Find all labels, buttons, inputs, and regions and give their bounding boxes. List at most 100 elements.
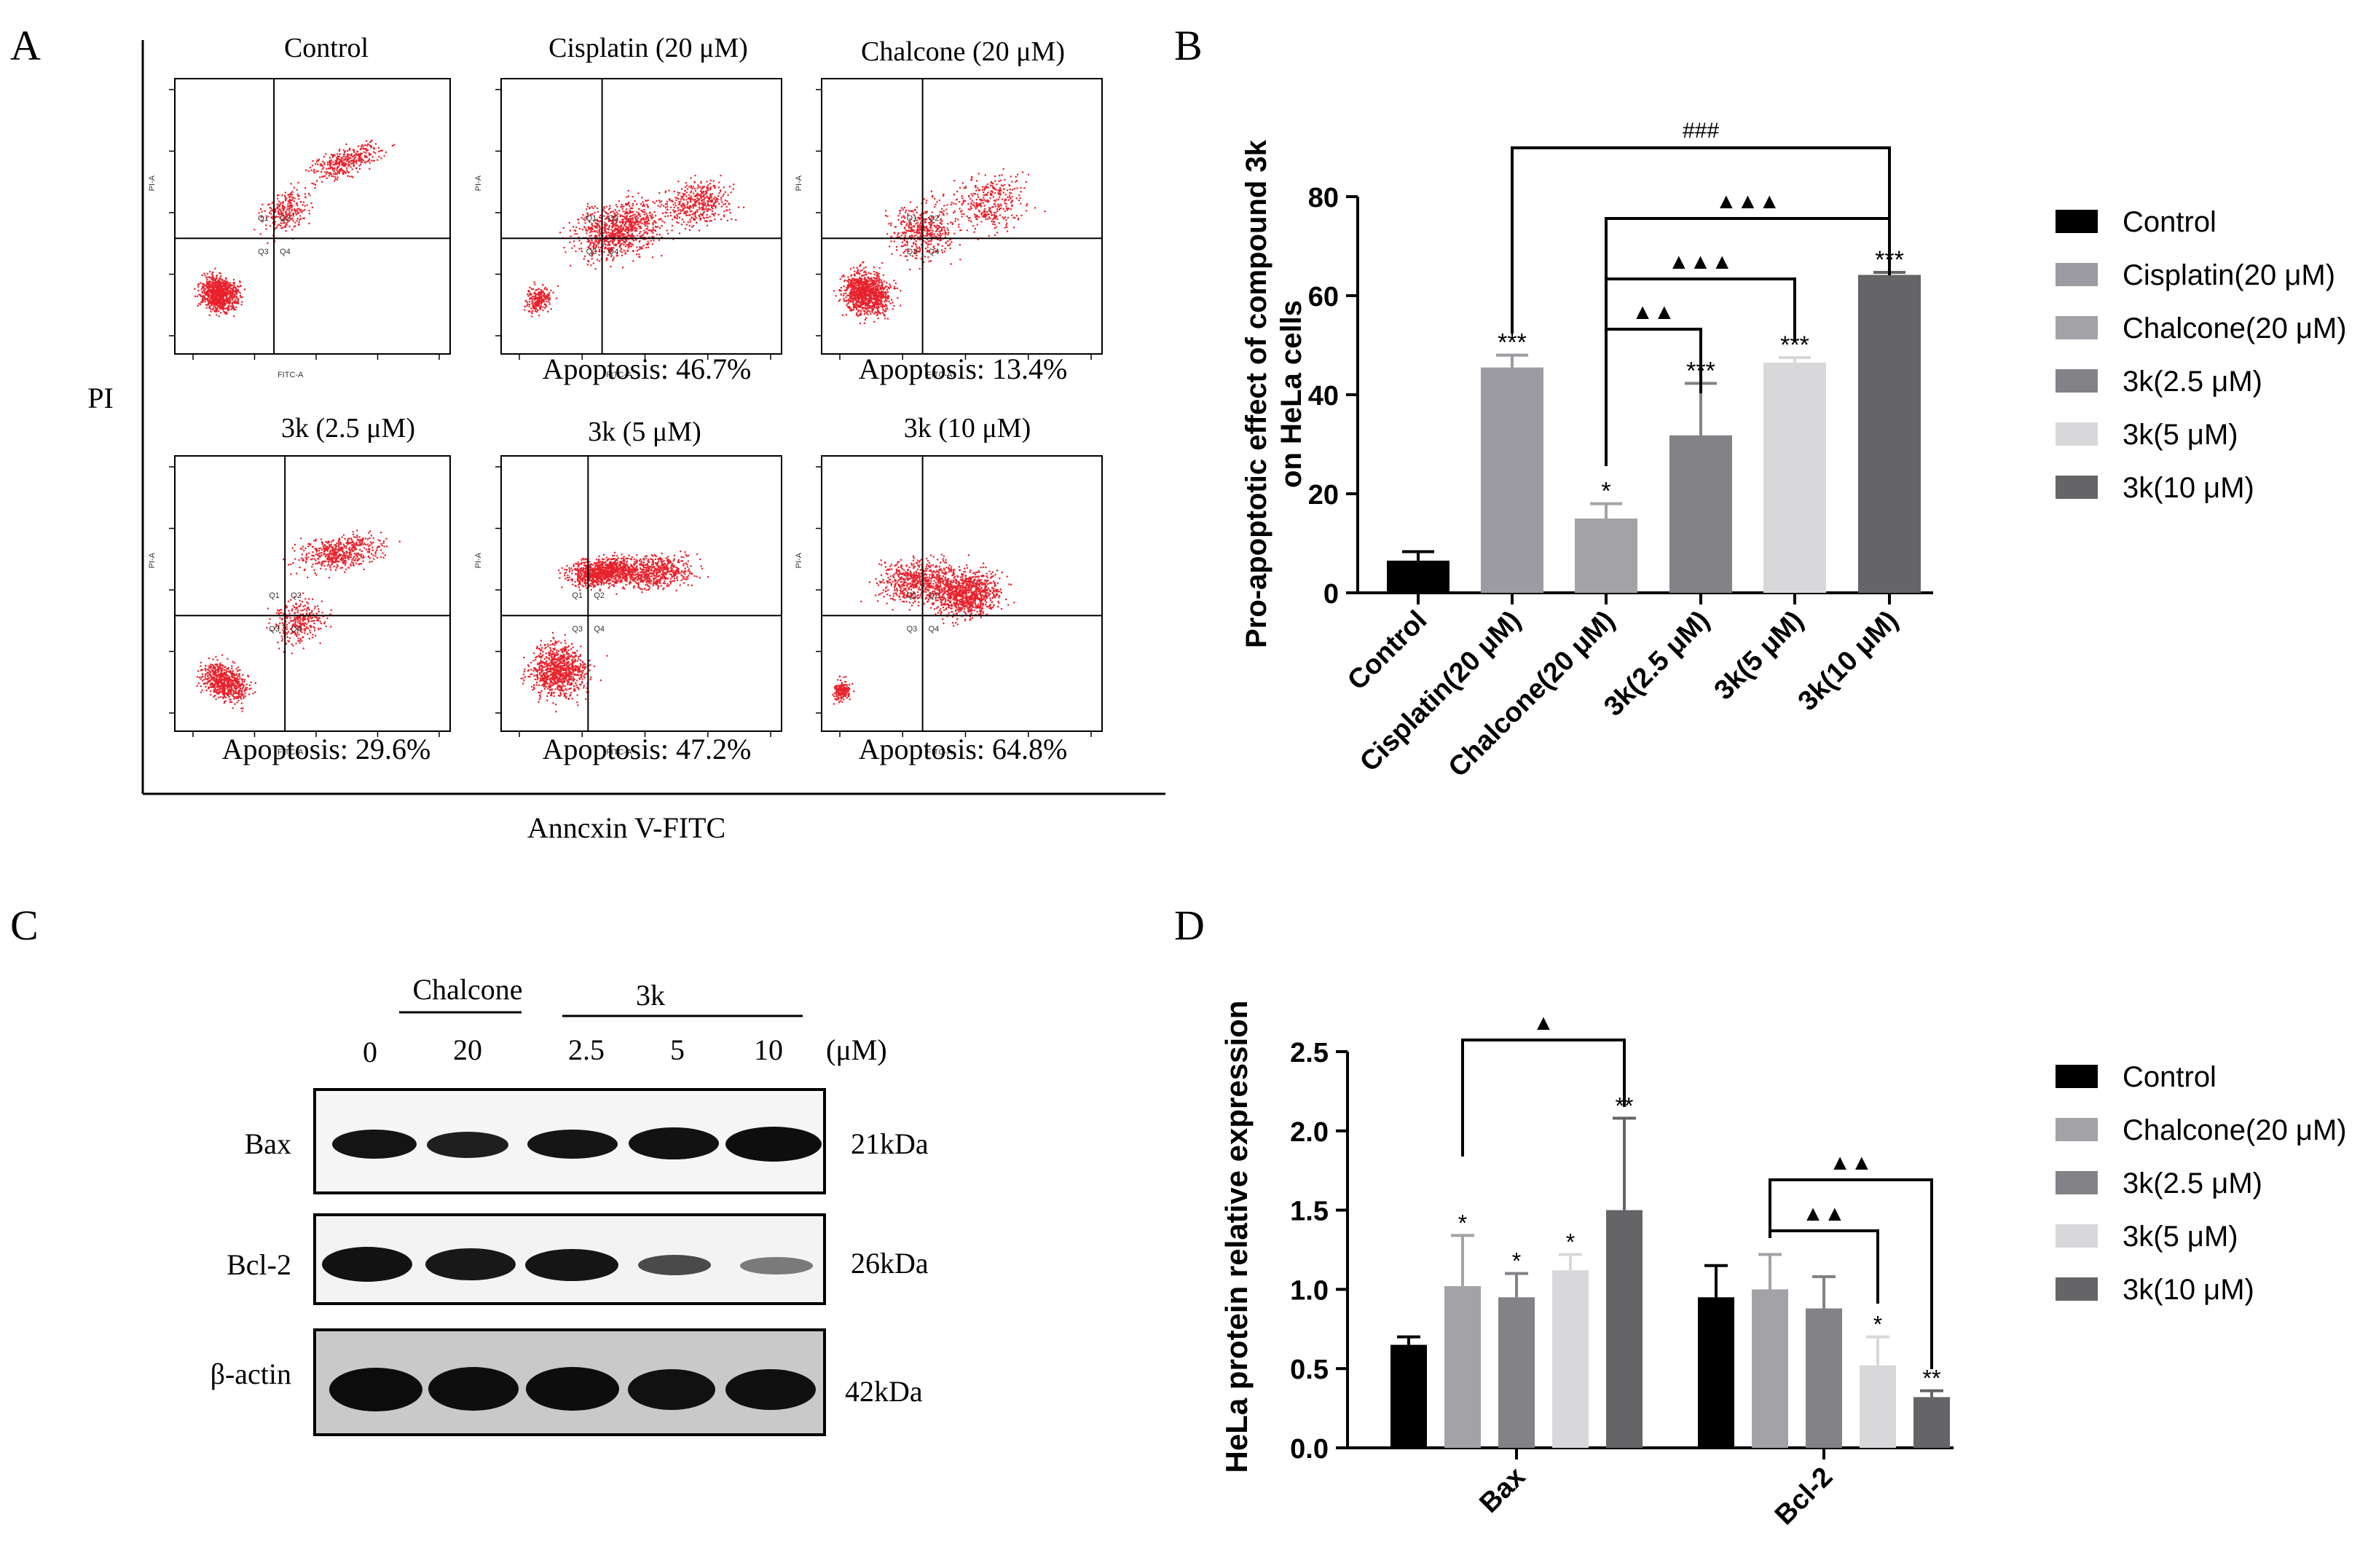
flow-dot	[639, 227, 641, 229]
flow-dot	[681, 218, 683, 221]
flow-dot	[229, 293, 232, 295]
flow-dot	[232, 301, 235, 304]
flow-dot	[893, 287, 895, 290]
flow-dot	[591, 213, 593, 216]
flow-dot	[535, 289, 537, 291]
flow-dot	[619, 226, 621, 228]
flow-dot	[201, 291, 203, 293]
flow-dot	[527, 293, 529, 296]
flow-dot	[542, 306, 544, 308]
flow-dot	[536, 304, 538, 306]
flow-dot	[202, 289, 205, 291]
flow-dot	[312, 160, 314, 162]
flow-dot	[710, 220, 712, 222]
flow-dot	[231, 307, 234, 309]
flow-dot	[861, 269, 863, 271]
flow-dot	[882, 291, 884, 293]
flow-dot	[967, 203, 969, 205]
flow-dot	[602, 232, 605, 235]
flow-dot	[209, 277, 211, 279]
flow-dot	[969, 197, 972, 200]
flow-dot	[925, 212, 927, 214]
flow-dot	[633, 240, 635, 242]
flow-dot	[646, 225, 649, 228]
flow-dot	[938, 226, 940, 228]
flow-dot	[865, 298, 868, 300]
flow-dot	[978, 204, 980, 206]
flow-dot	[860, 304, 862, 307]
flow-dot	[615, 244, 617, 246]
flow-dot	[531, 300, 533, 302]
flow-dot	[906, 244, 908, 246]
flow-dot	[998, 194, 1000, 196]
flow-dot	[883, 296, 885, 299]
flow-dot	[915, 250, 918, 252]
flow-dot	[848, 294, 850, 296]
flow-dot	[927, 233, 929, 235]
flow-dot	[353, 154, 355, 157]
flow-dot	[680, 195, 682, 197]
flow-dot	[538, 302, 540, 304]
flow-dot	[300, 208, 302, 210]
flow-dot	[639, 215, 641, 217]
flow-dot	[611, 233, 613, 235]
flow-plot-dots	[833, 168, 1046, 325]
flow-dot	[859, 264, 862, 266]
flow-dot	[230, 284, 232, 286]
flow-dot	[225, 292, 227, 295]
flow-dot	[933, 221, 935, 224]
flow-dot	[212, 303, 214, 305]
flow-dot	[848, 281, 850, 284]
flow-dot	[282, 202, 284, 204]
flow-dot	[913, 251, 916, 254]
flow-dot	[621, 233, 623, 235]
flow-dot	[847, 306, 849, 308]
flow-dot	[997, 205, 999, 208]
flow-dot	[334, 159, 337, 162]
flow-dot	[860, 299, 862, 301]
flow-dot	[357, 145, 360, 147]
flow-dot	[283, 221, 286, 224]
flow-dot	[968, 196, 970, 198]
flow-dot	[941, 227, 943, 229]
flow-dot	[672, 238, 674, 240]
flow-dot	[526, 302, 528, 304]
flow-dot	[608, 224, 610, 227]
flow-dot	[924, 221, 926, 224]
flow-dot	[225, 295, 228, 297]
flow-dot	[985, 185, 987, 187]
flow-dot	[705, 197, 707, 199]
flow-dot	[961, 202, 964, 205]
flow-dot	[990, 192, 992, 194]
flow-dot	[586, 232, 588, 235]
flow-dot	[542, 290, 544, 292]
flow-dot	[717, 198, 719, 200]
flow-dot	[860, 303, 862, 305]
flow-dot	[218, 280, 220, 282]
flow-dot	[919, 235, 921, 237]
flow-dot	[909, 218, 911, 220]
flow-dot	[291, 218, 294, 220]
flow-dot	[852, 290, 854, 293]
flow-dot	[618, 242, 620, 244]
flow-dot	[619, 232, 621, 235]
flow-dot	[897, 218, 900, 221]
flow-dot	[876, 300, 878, 302]
flow-dot	[206, 272, 208, 275]
flow-dot	[859, 296, 861, 299]
flow-dot	[994, 224, 996, 226]
flow-dot	[1009, 185, 1011, 187]
flow-dot	[981, 200, 983, 202]
flow-dot	[723, 216, 725, 218]
flow-dot	[881, 295, 884, 297]
flow-dot	[702, 194, 705, 197]
flow-dot	[629, 207, 632, 209]
flow-dot	[336, 159, 338, 161]
flow-dot	[221, 294, 224, 296]
flow-dot	[350, 159, 353, 162]
flow-dot	[373, 151, 375, 153]
flow-dot	[1007, 196, 1009, 198]
flow-dot	[533, 281, 535, 283]
flow-dot	[862, 285, 865, 287]
flow-dot	[614, 227, 616, 229]
